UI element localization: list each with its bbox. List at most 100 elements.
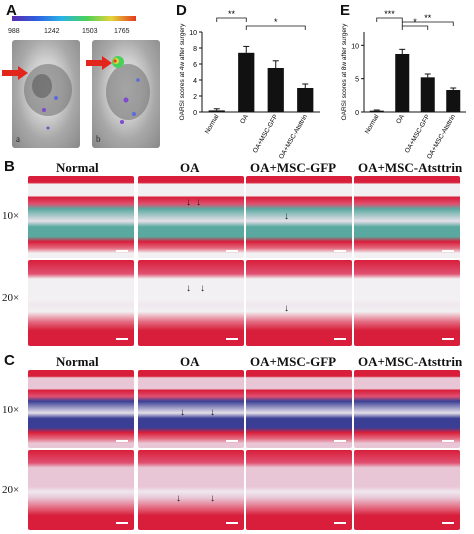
significance-label: * — [274, 17, 278, 27]
bar — [369, 110, 384, 112]
bar — [446, 90, 461, 112]
oarsi-8w-bar-chart: 0 5 10 OARSI scores at 8w after surgery Norm… — [338, 4, 472, 162]
histology-scale-bar — [334, 440, 346, 442]
category-label: OA+MSC-Atsttrin — [426, 113, 457, 160]
scale-tick: 1503 — [82, 28, 98, 35]
histology-c-10x-panel — [138, 370, 244, 448]
column-title-msc-gfp: OA+MSC-GFP — [250, 160, 337, 175]
panel-label-a: A — [6, 2, 17, 19]
histology-scale-bar — [116, 250, 128, 252]
histology-scale-bar — [334, 522, 346, 524]
y-tick-label: 0 — [193, 110, 197, 117]
histology-scale-bar — [442, 250, 454, 252]
column-title-oa: OA — [180, 160, 200, 175]
column-title-msc-gfp: OA+MSC-GFP — [250, 354, 337, 369]
histology-b-20x-panel — [138, 260, 244, 346]
panel-label-e: E — [340, 2, 351, 19]
category-label: OA+MSC-Atsttrin — [278, 113, 309, 160]
knee-joint-signal-image — [24, 64, 72, 130]
histology-scale-bar — [116, 338, 128, 340]
row-label-20x: 20× — [2, 484, 20, 496]
histology-b-20x-panel — [246, 260, 352, 346]
histology-b-10x-panel — [354, 176, 460, 258]
panel-label-b: B — [4, 158, 15, 175]
row-label-10x: 10× — [2, 210, 20, 222]
y-tick-label: 5 — [355, 77, 359, 84]
red-arrow-icon — [2, 66, 28, 80]
panel-label-c: C — [4, 352, 15, 369]
histology-c-10x-panel — [354, 370, 460, 448]
histology-scale-bar — [226, 440, 238, 442]
scale-tick: 988 — [8, 28, 20, 35]
bar — [395, 54, 410, 112]
histology-c-20x-panel — [354, 450, 460, 530]
category-label: OA+MSC-GFP — [252, 114, 280, 155]
black-arrow-icon: ↓ — [186, 283, 191, 294]
histology-scale-bar — [442, 338, 454, 340]
significance-bracket — [216, 17, 247, 22]
panel-label-d: D — [176, 2, 187, 19]
black-arrow-icon: ↓ — [210, 493, 215, 504]
histology-c-20x-panel — [138, 450, 244, 530]
significance-label: *** — [384, 9, 395, 19]
histology-c-20x-panel — [246, 450, 352, 530]
column-title-msc-atsttrin: OA+MSC-Atsttrin — [358, 160, 463, 175]
histology-b-20x-panel — [354, 260, 460, 346]
histology-scale-bar — [116, 440, 128, 442]
red-arrow-icon — [86, 56, 112, 70]
histology-scale-bar — [334, 250, 346, 252]
histology-b-10x-panel — [246, 176, 352, 258]
significance-bracket — [376, 17, 403, 22]
significance-bracket — [245, 25, 306, 30]
category-label: OA — [239, 113, 250, 125]
bar — [267, 68, 284, 112]
bar — [297, 88, 314, 112]
column-title-normal: Normal — [56, 354, 99, 369]
histology-b-20x-panel — [28, 260, 134, 346]
row-label-20x: 20× — [2, 292, 20, 304]
category-label: OA — [395, 113, 406, 125]
y-tick-label: 8 — [193, 46, 197, 53]
black-arrow-icon: ↓ — [200, 283, 205, 294]
histology-scale-bar — [442, 440, 454, 442]
bar — [208, 110, 225, 112]
significance-label: ** — [228, 9, 236, 19]
black-arrow-icon: ↓ — [196, 197, 201, 208]
y-tick-label: 4 — [193, 78, 197, 85]
y-tick-label: 2 — [193, 94, 197, 101]
y-tick-label: 10 — [351, 43, 359, 50]
histology-scale-bar — [226, 338, 238, 340]
sub-label-a: a — [16, 134, 20, 144]
significance-bracket — [401, 25, 429, 30]
y-axis-label: OARSI scores at 8w after surgery — [341, 23, 348, 121]
y-axis-label: OARSI scores at 4w after surgery — [179, 23, 186, 121]
intensity-color-scale — [12, 16, 136, 21]
bar — [420, 77, 435, 112]
column-title-msc-atsttrin: OA+MSC-Atsttrin — [358, 354, 463, 369]
black-arrow-icon: ↓ — [180, 407, 185, 418]
histology-c-20x-panel — [28, 450, 134, 530]
histology-scale-bar — [226, 522, 238, 524]
histology-scale-bar — [442, 522, 454, 524]
histology-scale-bar — [116, 522, 128, 524]
knee-joint-signal-image — [106, 56, 150, 124]
histology-scale-bar — [226, 250, 238, 252]
y-tick-label: 0 — [355, 110, 359, 117]
histology-b-10x-panel — [28, 176, 134, 258]
histology-c-10x-panel — [246, 370, 352, 448]
histology-c-10x-panel — [28, 370, 134, 448]
significance-label: ** — [424, 13, 432, 23]
bar — [238, 52, 255, 112]
histology-b-10x-panel — [138, 176, 244, 258]
sub-label-b: b — [96, 134, 101, 144]
scale-tick: 1242 — [44, 28, 60, 35]
column-title-oa: OA — [180, 354, 200, 369]
black-arrow-icon: ↓ — [210, 407, 215, 418]
y-tick-label: 10 — [189, 30, 197, 37]
scale-tick: 1765 — [114, 28, 130, 35]
black-arrow-icon: ↓ — [284, 211, 289, 222]
category-label: Normal — [364, 113, 381, 135]
black-arrow-icon: ↓ — [176, 493, 181, 504]
